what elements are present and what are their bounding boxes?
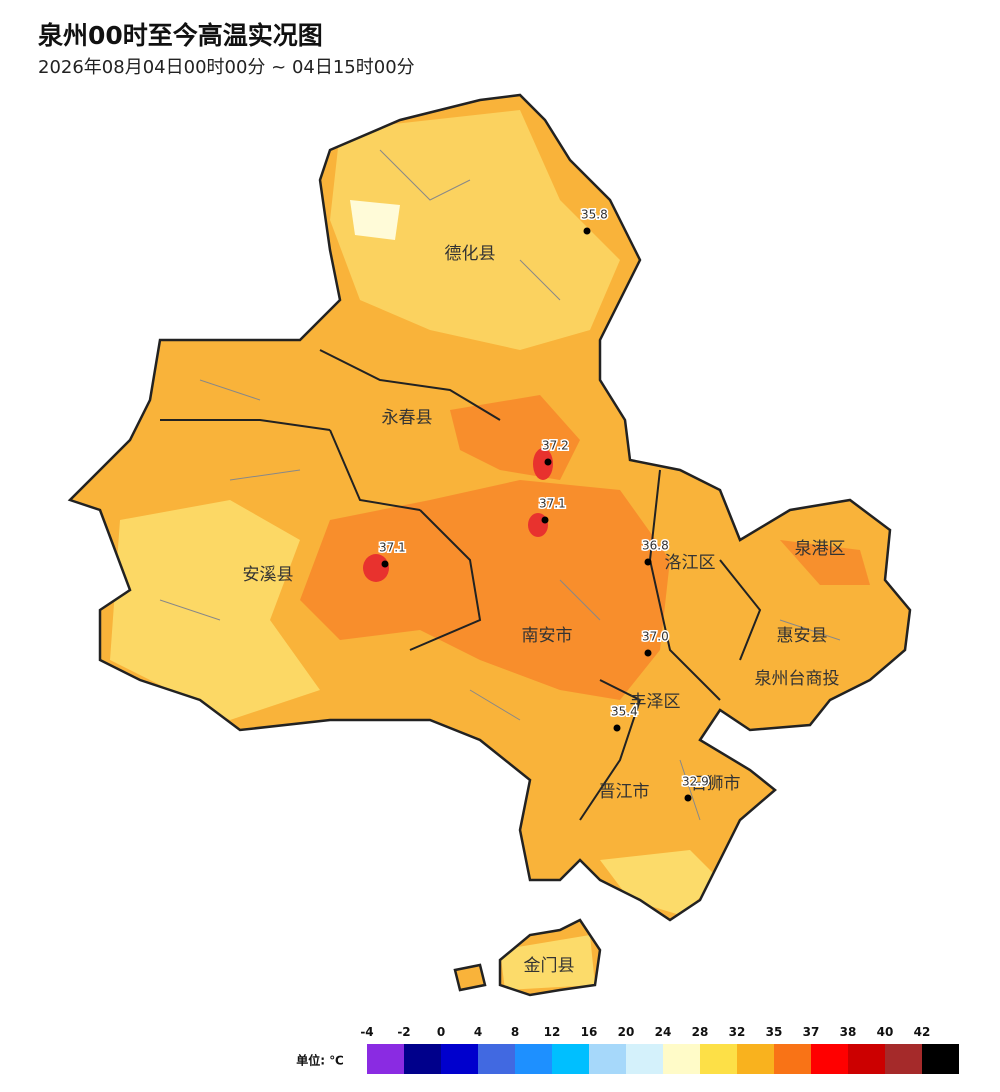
- region-label: 石狮市: [690, 774, 741, 794]
- legend-swatch: [626, 1044, 663, 1074]
- legend-tick-label: 16: [581, 1025, 598, 1039]
- region-label: 泉港区: [795, 539, 846, 559]
- legend-tick-label: 24: [655, 1025, 672, 1039]
- legend-tick-label: 0: [437, 1025, 445, 1039]
- station-dot: [684, 794, 692, 802]
- legend-swatch: [589, 1044, 626, 1074]
- station-value: 36.8: [642, 539, 669, 553]
- region-label: 丰泽区: [630, 692, 681, 712]
- station-dot: [541, 516, 549, 524]
- legend-swatch: [737, 1044, 774, 1074]
- hot-area: [780, 540, 870, 585]
- cool-area: [350, 200, 400, 240]
- region-label: 南安市: [522, 626, 573, 646]
- legend-swatch: [811, 1044, 848, 1074]
- temperature-map: [70, 95, 910, 995]
- cool-area: [500, 935, 595, 990]
- title: 泉州00时至今高温实况图: [38, 21, 323, 50]
- region-label: 安溪县: [243, 565, 294, 585]
- subtitle: 2026年08月04日00时00分 ~ 04日15时00分: [38, 57, 415, 78]
- region-label: 晋江市: [599, 782, 650, 802]
- station-value: 37.1: [379, 541, 406, 555]
- station-dot: [644, 558, 652, 566]
- region-label: 惠安县: [777, 626, 828, 646]
- legend-tick-label: 4: [474, 1025, 482, 1039]
- legend-tick-label: 8: [511, 1025, 519, 1039]
- legend-tick-label: 20: [618, 1025, 635, 1039]
- station-value: 37.0: [642, 630, 669, 644]
- hot-spot: [363, 554, 389, 582]
- station-value: 32.9: [682, 775, 709, 789]
- legend-tick-label: 42: [914, 1025, 931, 1039]
- legend-tick-label: -2: [397, 1025, 410, 1039]
- legend-swatch: [700, 1044, 737, 1074]
- legend-swatch: [774, 1044, 811, 1074]
- legend-tick-label: 38: [840, 1025, 857, 1039]
- legend-swatch: [922, 1044, 959, 1074]
- hot-area: [300, 480, 670, 700]
- hot-spot: [533, 448, 553, 480]
- station-dot: [644, 649, 652, 657]
- station-dot: [613, 724, 621, 732]
- cool-area: [330, 110, 620, 350]
- legend-swatch: [552, 1044, 589, 1074]
- region-label: 金门县: [524, 956, 575, 976]
- legend-tick-label: 28: [692, 1025, 709, 1039]
- station-value: 37.2: [542, 439, 569, 453]
- station-dot: [544, 458, 552, 466]
- region-label: 泉州台商投: [755, 669, 840, 689]
- legend-tick-label: 12: [544, 1025, 561, 1039]
- legend-tick-label: 35: [766, 1025, 783, 1039]
- county-border: [160, 349, 762, 821]
- legend-swatch: [848, 1044, 885, 1074]
- legend-swatch: [515, 1044, 552, 1074]
- cool-area: [110, 500, 320, 720]
- legend: 单位: ℃ -4 -2 0 4 8 12 16 20 24 28 32 35 37 38 40 42: [296, 1025, 959, 1074]
- legend-swatch: [441, 1044, 478, 1074]
- legend-tick-label: 40: [877, 1025, 894, 1039]
- legend-swatch: [478, 1044, 515, 1074]
- region-label: 洛江区: [665, 553, 716, 573]
- legend-swatch: [663, 1044, 700, 1074]
- region-label: 永春县: [382, 408, 433, 428]
- region-label: 德化县: [445, 244, 496, 264]
- town-border: [159, 149, 841, 821]
- legend-tick-label: -4: [360, 1025, 373, 1039]
- legend-swatch: [885, 1044, 922, 1074]
- legend-tick-label: 37: [803, 1025, 820, 1039]
- station-value: 35.8: [581, 208, 608, 222]
- legend-tick-label: 32: [729, 1025, 746, 1039]
- station-dot: [381, 560, 389, 568]
- legend-swatch: [367, 1044, 404, 1074]
- station-dot: [583, 227, 591, 235]
- station-value: 35.4: [611, 705, 638, 719]
- legend-swatch: [404, 1044, 441, 1074]
- legend-unit: 单位: ℃: [296, 1053, 344, 1068]
- station-value: 37.1: [539, 497, 566, 511]
